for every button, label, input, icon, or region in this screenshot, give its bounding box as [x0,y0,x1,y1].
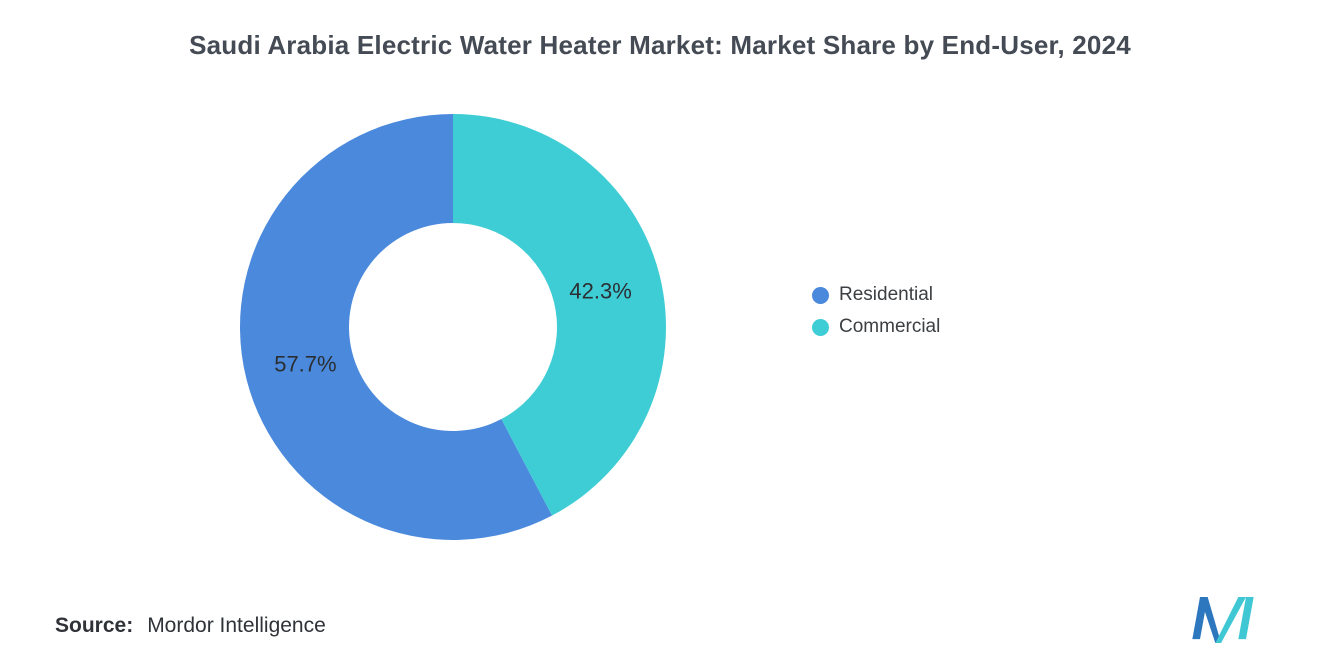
logo-right-stroke [1238,597,1254,640]
legend-item-commercial: Commercial [812,316,940,338]
legend-item-residential: Residential [812,284,940,306]
legend-swatch-residential [812,286,829,304]
legend: Residential Commercial [812,284,940,338]
source-line: Source: Mordor Intelligence [55,614,326,638]
donut-chart: 57.7% 42.3% [239,114,666,540]
legend-label-commercial: Commercial [839,316,941,337]
slice-value-label-residential: 57.7% [274,351,336,376]
source-value: Mordor Intelligence [147,614,326,637]
legend-swatch-commercial [812,318,829,336]
donut-slice-commercial [453,114,666,516]
mordor-intelligence-logo [1192,597,1254,643]
donut-slice-residential [239,114,553,540]
logo-left-diagonal [1200,597,1222,643]
slice-value-label-commercial: 42.3% [569,279,631,304]
source-label: Source: [55,614,134,637]
chart-title: Saudi Arabia Electric Water Heater Marke… [189,30,1131,60]
logo-right-diagonal [1215,597,1246,643]
legend-label-residential: Residential [839,284,933,305]
